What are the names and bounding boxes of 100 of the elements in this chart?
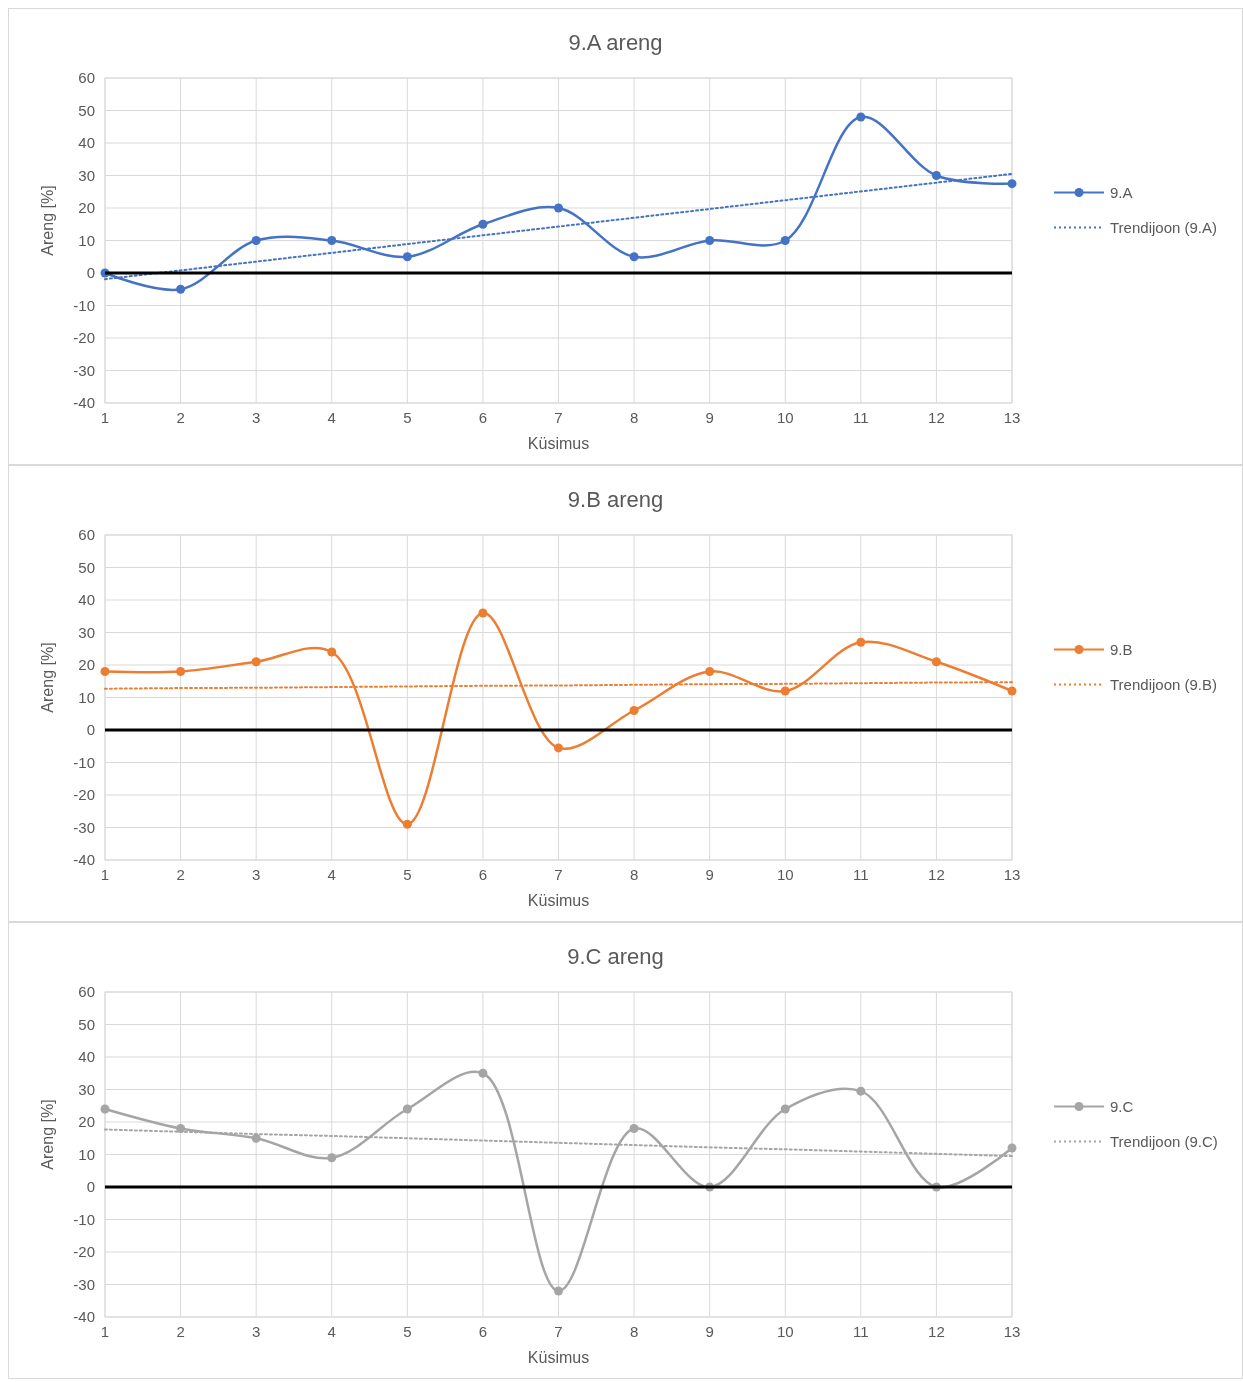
point <box>327 647 337 657</box>
legend-label: 9.C <box>1110 1097 1134 1115</box>
x-tick-label: 13 <box>1003 409 1021 426</box>
y-axis-title: Areng [%] <box>39 185 56 256</box>
y-tick-label: 10 <box>78 688 95 706</box>
point <box>554 203 563 213</box>
point <box>402 252 412 262</box>
y-tick-label: 40 <box>78 1048 95 1066</box>
x-axis-title: Küsimus <box>527 892 590 909</box>
point <box>251 1133 261 1143</box>
x-tick-label: 9 <box>705 409 714 426</box>
x-tick-label: 2 <box>176 409 185 426</box>
x-tick-label: 5 <box>403 866 412 883</box>
x-tick-label: 4 <box>327 409 336 426</box>
x-tick-label: 11 <box>853 866 869 883</box>
x-tick-label: 1 <box>100 1323 110 1340</box>
x-tick-label: 1 <box>100 409 110 426</box>
x-tick-label: 2 <box>176 1323 185 1340</box>
y-tick-label: -20 <box>73 786 95 804</box>
y-tick-label: 50 <box>78 1015 95 1033</box>
point <box>705 667 715 676</box>
y-tick-label: 40 <box>78 134 95 152</box>
chart-title: 9.C areng <box>567 944 664 969</box>
x-tick-label: 8 <box>629 866 639 883</box>
point <box>931 657 941 667</box>
x-tick-label: 12 <box>928 1323 945 1340</box>
x-tick-label: 8 <box>629 409 639 426</box>
point <box>1007 179 1017 189</box>
y-tick-label: 60 <box>78 526 95 544</box>
y-tick-label: -40 <box>73 394 95 412</box>
point <box>478 608 488 618</box>
x-tick-label: 6 <box>478 1323 488 1340</box>
x-tick-label: 3 <box>251 1323 261 1340</box>
x-tick-label: 3 <box>251 409 261 426</box>
x-tick-label: 6 <box>478 409 488 426</box>
point <box>554 743 563 753</box>
point <box>780 1104 790 1114</box>
x-tick-label: 4 <box>327 866 336 883</box>
x-tick-label: 11 <box>853 1323 869 1340</box>
legend-label: Trendijoon (9.B) <box>1110 675 1217 693</box>
y-tick-label: 10 <box>78 231 95 249</box>
x-tick-label: 13 <box>1003 866 1021 883</box>
y-tick-label: 0 <box>86 1178 95 1196</box>
point <box>931 171 941 180</box>
x-tick-label: 7 <box>554 866 563 883</box>
point <box>629 1124 639 1133</box>
legend-label: Trendijoon (9.A) <box>1110 218 1217 236</box>
x-tick-label: 13 <box>1003 1323 1021 1340</box>
point <box>478 219 488 229</box>
y-tick-label: 20 <box>78 656 95 674</box>
y-tick-label: -30 <box>73 818 95 836</box>
point <box>176 667 186 676</box>
y-tick-label: 30 <box>78 623 95 641</box>
x-tick-label: 11 <box>853 409 869 426</box>
y-tick-label: 60 <box>78 69 95 87</box>
y-tick-label: 50 <box>78 558 95 576</box>
y-tick-label: -40 <box>73 851 95 869</box>
point <box>402 819 412 829</box>
y-tick-label: -20 <box>73 1243 95 1261</box>
x-tick-label: 9 <box>705 1323 714 1340</box>
y-tick-label: 20 <box>78 199 95 217</box>
legend-label: Trendijoon (9.C) <box>1110 1132 1218 1150</box>
chart-title: 9.A areng <box>568 30 663 55</box>
point <box>629 706 639 715</box>
point <box>251 657 261 667</box>
x-tick-label: 7 <box>554 409 563 426</box>
y-tick-label: 40 <box>78 591 95 609</box>
x-tick-label: 10 <box>776 409 794 426</box>
y-tick-label: -30 <box>73 361 95 379</box>
point <box>100 1104 110 1114</box>
legend-label: 9.A <box>1110 183 1133 201</box>
x-axis-title: Küsimus <box>527 435 590 452</box>
legend-label: 9.B <box>1110 640 1133 658</box>
x-tick-label: 12 <box>928 409 945 426</box>
x-axis-title: Küsimus <box>527 1349 590 1366</box>
x-tick-label: 6 <box>478 866 488 883</box>
y-tick-label: -10 <box>73 296 95 314</box>
y-tick-label: -20 <box>73 329 95 347</box>
point <box>705 236 715 245</box>
x-tick-label: 3 <box>251 866 261 883</box>
point <box>856 112 866 122</box>
x-tick-label: 4 <box>327 1323 336 1340</box>
point <box>251 236 261 245</box>
x-tick-label: 10 <box>776 1323 794 1340</box>
y-tick-label: 50 <box>78 101 95 119</box>
point <box>1007 1143 1017 1153</box>
point <box>780 686 790 696</box>
point <box>629 252 639 262</box>
x-tick-label: 2 <box>176 866 185 883</box>
point <box>856 1086 866 1096</box>
point <box>780 236 790 245</box>
x-tick-label: 7 <box>554 1323 563 1340</box>
point <box>327 1153 337 1163</box>
y-tick-label: 30 <box>78 166 95 184</box>
y-tick-label: -10 <box>73 753 95 771</box>
x-tick-label: 5 <box>403 409 412 426</box>
point <box>176 284 186 294</box>
point <box>327 236 337 245</box>
chart-title: 9.B areng <box>567 487 664 512</box>
y-tick-label: -30 <box>73 1275 95 1293</box>
